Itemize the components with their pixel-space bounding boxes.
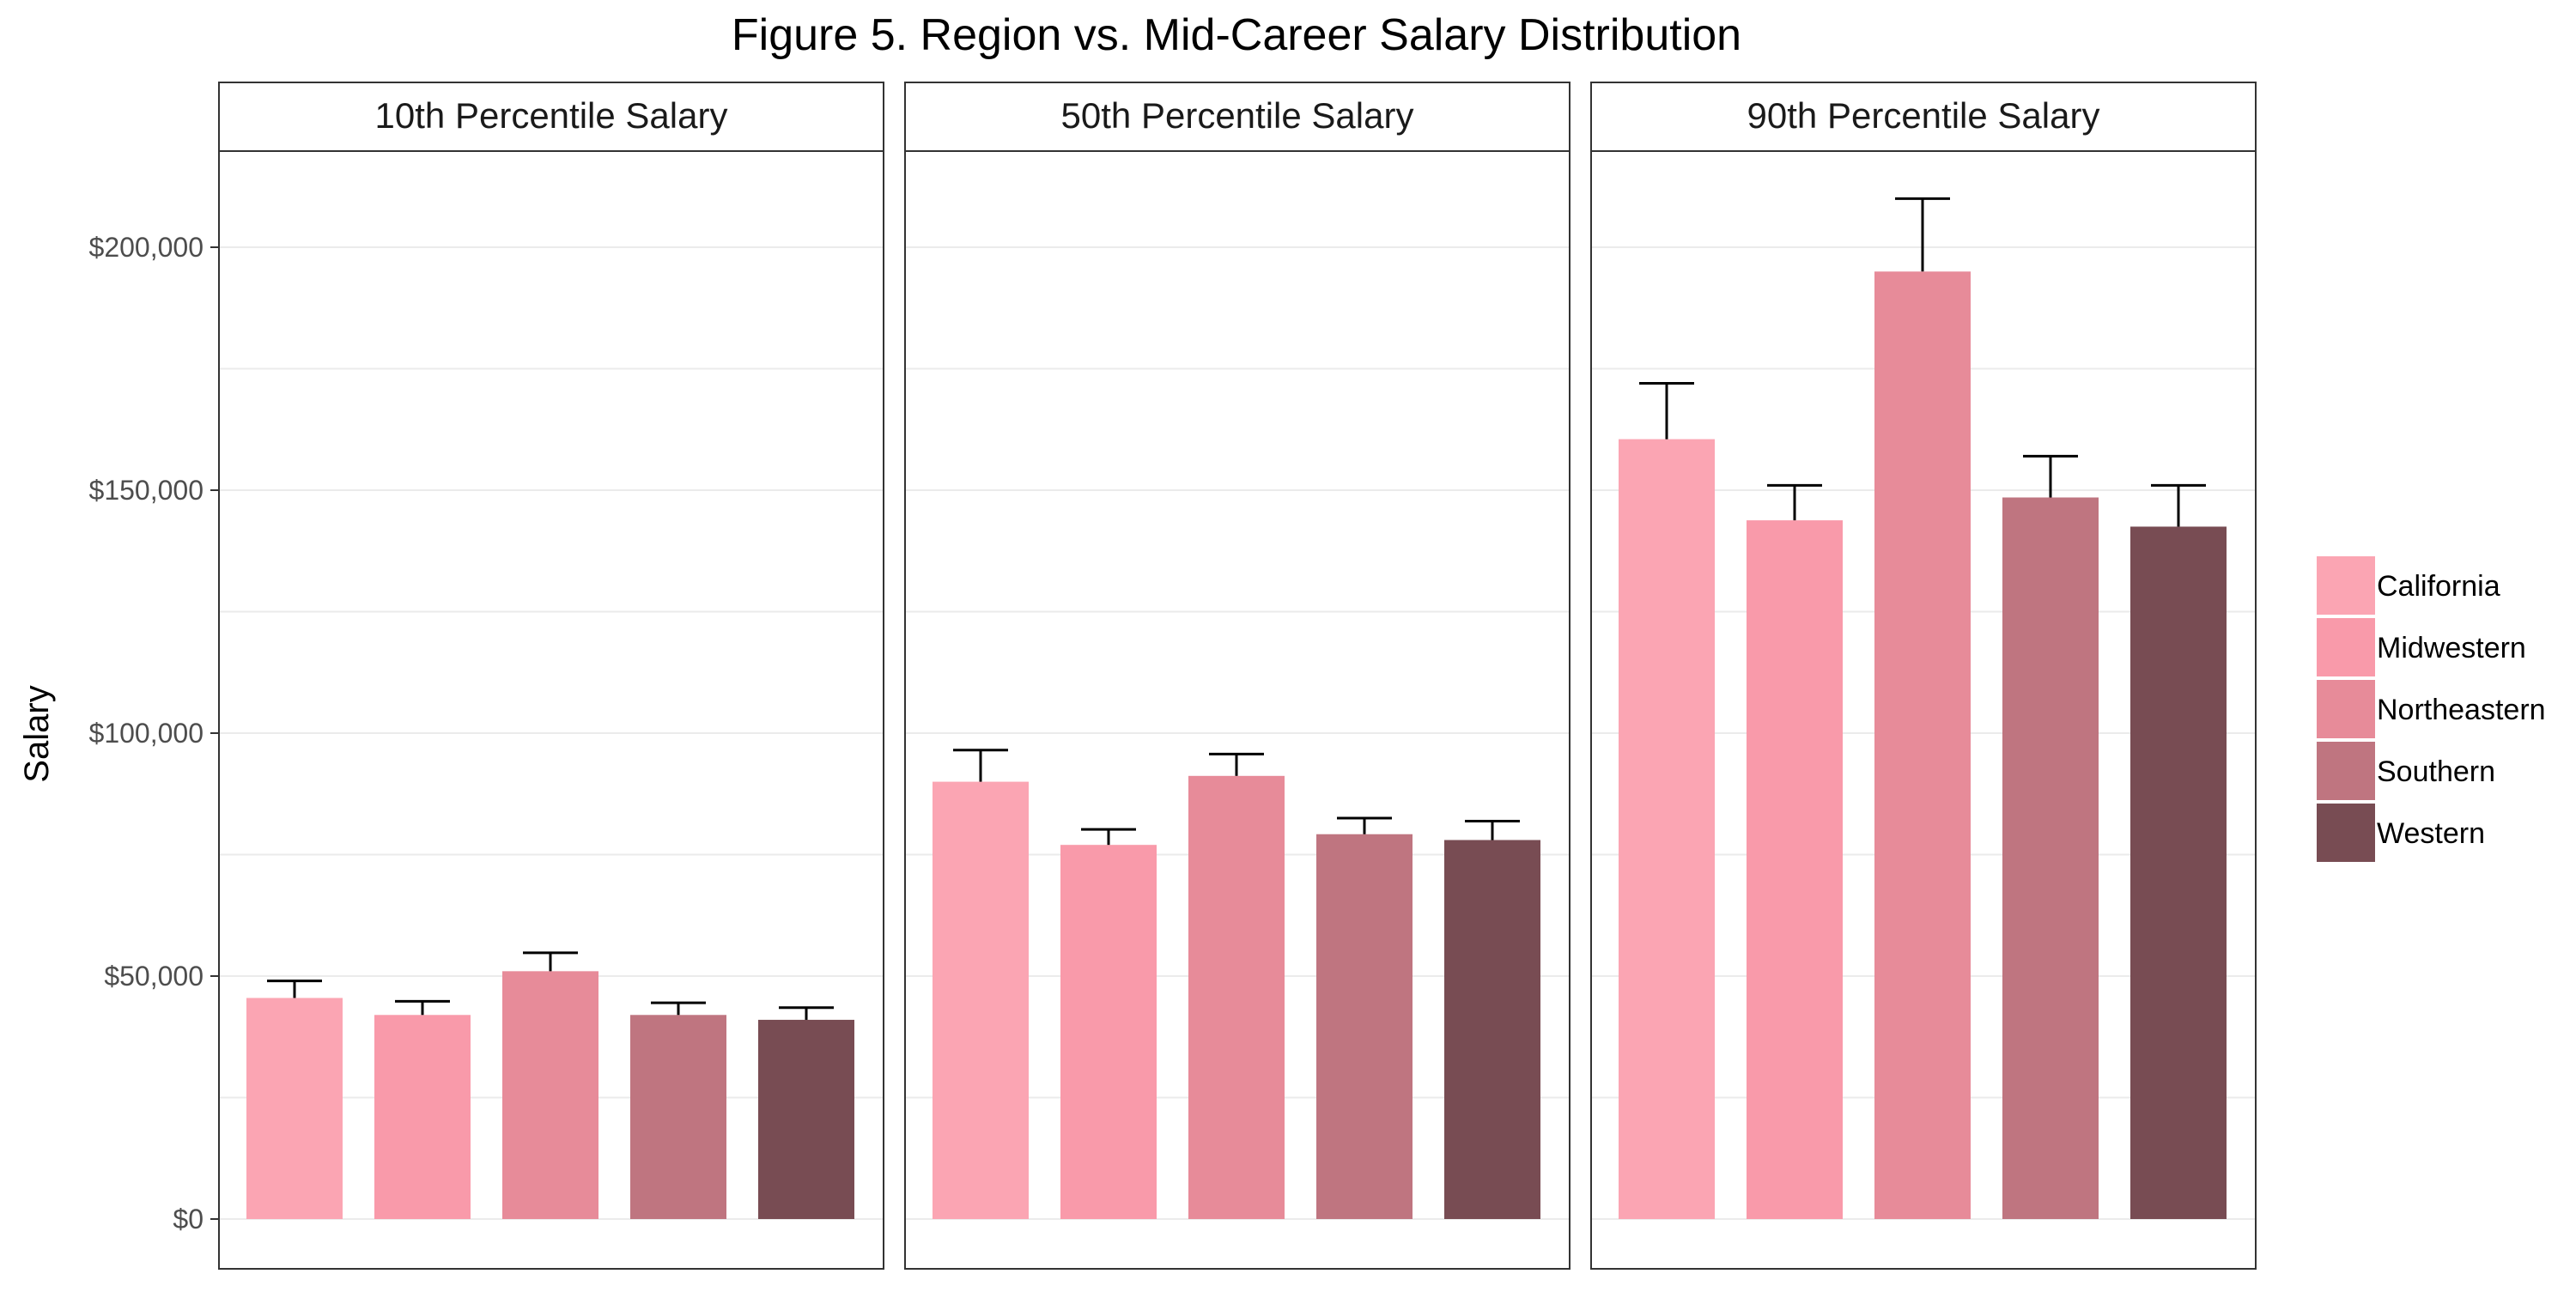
facet-panel: 50th Percentile Salary <box>904 82 1571 1270</box>
bar-western <box>1444 840 1540 1219</box>
legend-key-southern <box>2317 742 2375 800</box>
panel-border <box>1590 150 2257 1270</box>
bar-northeastern <box>1188 775 1285 1219</box>
bar-southern <box>630 1015 726 1219</box>
panel-border <box>904 150 1571 1270</box>
legend-key-western <box>2317 804 2375 862</box>
bar-southern <box>1316 834 1413 1219</box>
panels-layer: 10th Percentile Salary 50th Percentile Sa… <box>218 82 2257 1270</box>
y-tick-label: $150,000 <box>89 475 204 506</box>
chart-title: Figure 5. Region vs. Mid-Career Salary D… <box>732 10 1741 60</box>
bar-midwestern <box>1060 845 1157 1219</box>
facet-strip-label: 90th Percentile Salary <box>1747 95 2100 136</box>
facet-strip <box>218 82 884 152</box>
bar-midwestern <box>374 1015 471 1219</box>
legend-label: Southern <box>2377 755 2495 788</box>
legend-key-california <box>2317 556 2375 615</box>
facet-strip-label: 50th Percentile Salary <box>1061 95 1414 136</box>
bar-northeastern <box>1874 271 1971 1219</box>
legend-key-midwestern <box>2317 618 2375 676</box>
facet-strip <box>904 82 1571 152</box>
bar-california <box>933 781 1029 1219</box>
bar-california <box>246 998 343 1219</box>
bar-midwestern <box>1747 520 1843 1219</box>
facet-strip <box>1590 82 2257 152</box>
bar-california <box>1619 439 1715 1219</box>
legend-label: Northeastern <box>2377 694 2546 726</box>
y-tick-label: $50,000 <box>104 961 204 992</box>
facet-panel: 90th Percentile Salary <box>1590 82 2257 1270</box>
bar-southern <box>2002 497 2099 1219</box>
y-tick-label: $100,000 <box>89 718 204 749</box>
facet-strip-label: 10th Percentile Salary <box>375 95 728 136</box>
legend-key-northeastern <box>2317 680 2375 738</box>
bar-western <box>758 1019 854 1219</box>
bar-northeastern <box>502 971 598 1219</box>
y-tick-label: $0 <box>173 1204 204 1234</box>
bar-western <box>2130 526 2227 1219</box>
legend: California Midwestern Northeastern Southern… <box>2317 556 2546 862</box>
legend-label: Midwestern <box>2377 632 2526 664</box>
facet-panel: 10th Percentile Salary <box>218 82 884 1270</box>
y-tick-label: $200,000 <box>89 232 204 263</box>
y-axis-label: Salary <box>18 685 56 782</box>
legend-label: California <box>2377 570 2500 603</box>
panel-border <box>218 150 884 1270</box>
y-axis: $0 $50,000 $100,000 $150,000 $200,000 <box>89 232 219 1234</box>
legend-label: Western <box>2377 817 2485 850</box>
